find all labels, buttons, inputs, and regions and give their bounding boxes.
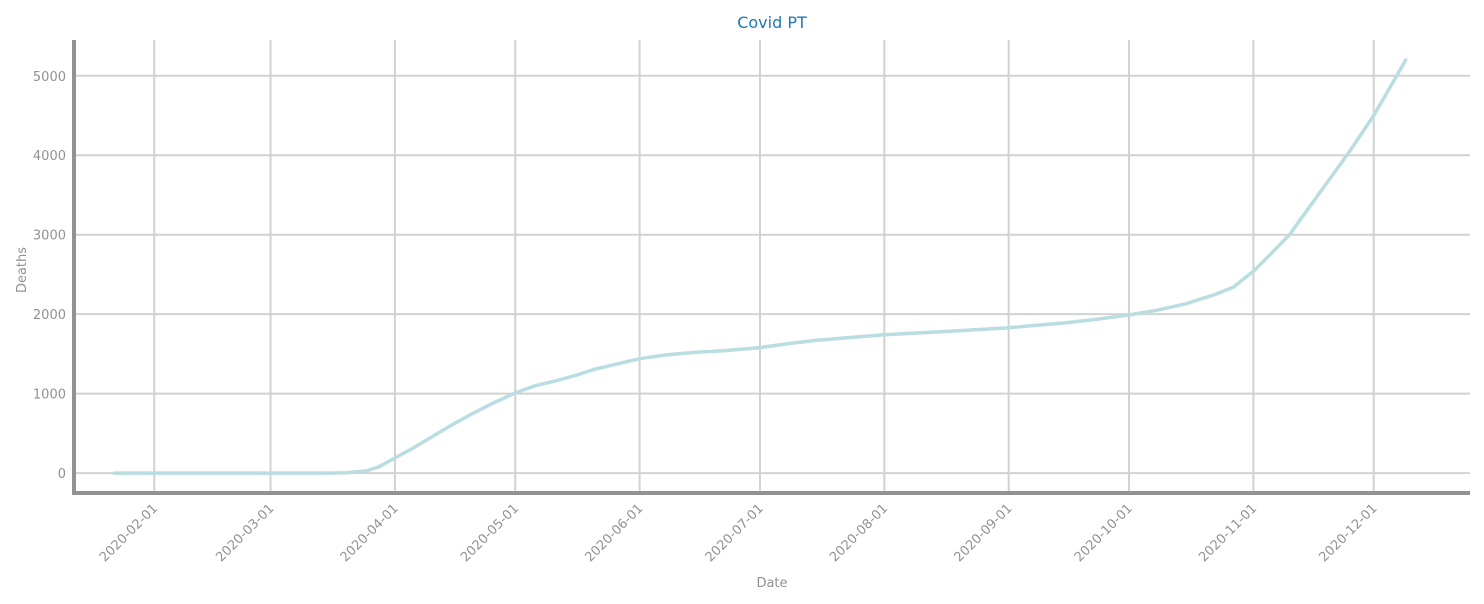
series-line — [112, 58, 1408, 475]
series-layer — [112, 58, 1408, 475]
x-tick-label: 2020-04-01 — [338, 501, 402, 565]
y-tick-label: 1000 — [33, 388, 66, 403]
grid-layer — [74, 40, 1470, 493]
x-tick-label: 2020-05-01 — [458, 501, 522, 565]
ticks-layer: 0 1000 2000 3000 4000 5000 2020-02-01 2020-03-0… — [33, 70, 1381, 565]
chart-title: Covid PT — [737, 13, 807, 32]
y-tick-label: 4000 — [33, 149, 66, 164]
x-tick-label: 2020-09-01 — [951, 501, 1015, 565]
x-tick-label: 2020-12-01 — [1317, 501, 1381, 565]
x-tick-label: 2020-08-01 — [827, 501, 891, 565]
x-tick-label: 2020-06-01 — [582, 501, 646, 565]
x-axis-label: Date — [756, 576, 787, 591]
x-tick-label: 2020-11-01 — [1196, 501, 1260, 565]
y-tick-label: 5000 — [33, 70, 66, 85]
axes-layer — [72, 40, 1470, 495]
y-tick-label: 3000 — [33, 229, 66, 244]
y-tick-label: 0 — [58, 467, 66, 482]
x-tick-label: 2020-03-01 — [213, 501, 277, 565]
x-tick-label: 2020-02-01 — [97, 501, 161, 565]
y-tick-label: 2000 — [33, 308, 66, 323]
x-tick-label: 2020-07-01 — [703, 501, 767, 565]
y-axis-label: Deaths — [15, 247, 30, 293]
x-tick-label: 2020-10-01 — [1072, 501, 1136, 565]
